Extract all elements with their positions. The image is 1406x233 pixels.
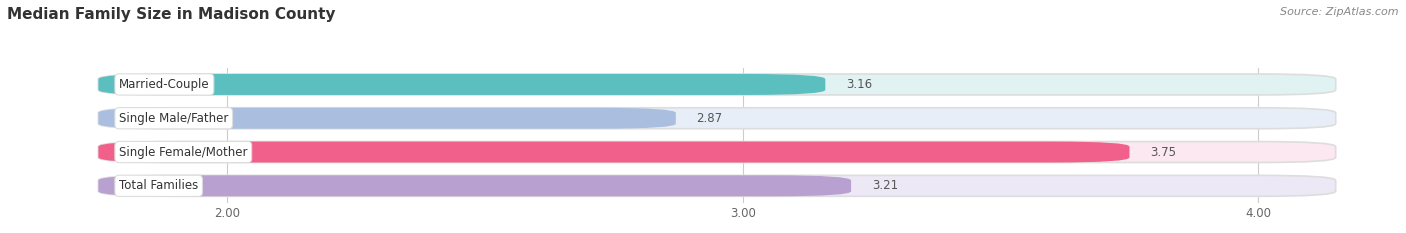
FancyBboxPatch shape bbox=[98, 175, 1336, 196]
Text: 3.21: 3.21 bbox=[872, 179, 898, 192]
Text: 3.16: 3.16 bbox=[846, 78, 872, 91]
FancyBboxPatch shape bbox=[98, 142, 1336, 162]
Text: Median Family Size in Madison County: Median Family Size in Madison County bbox=[7, 7, 336, 22]
Text: Married-Couple: Married-Couple bbox=[120, 78, 209, 91]
Text: Source: ZipAtlas.com: Source: ZipAtlas.com bbox=[1281, 7, 1399, 17]
FancyBboxPatch shape bbox=[98, 74, 1336, 95]
Text: 3.75: 3.75 bbox=[1150, 146, 1175, 158]
Text: Total Families: Total Families bbox=[120, 179, 198, 192]
Text: Single Male/Father: Single Male/Father bbox=[120, 112, 228, 125]
FancyBboxPatch shape bbox=[98, 175, 851, 196]
FancyBboxPatch shape bbox=[98, 142, 1129, 162]
FancyBboxPatch shape bbox=[98, 108, 1336, 129]
Text: Single Female/Mother: Single Female/Mother bbox=[120, 146, 247, 158]
FancyBboxPatch shape bbox=[98, 74, 825, 95]
Text: 2.87: 2.87 bbox=[696, 112, 723, 125]
FancyBboxPatch shape bbox=[98, 108, 676, 129]
